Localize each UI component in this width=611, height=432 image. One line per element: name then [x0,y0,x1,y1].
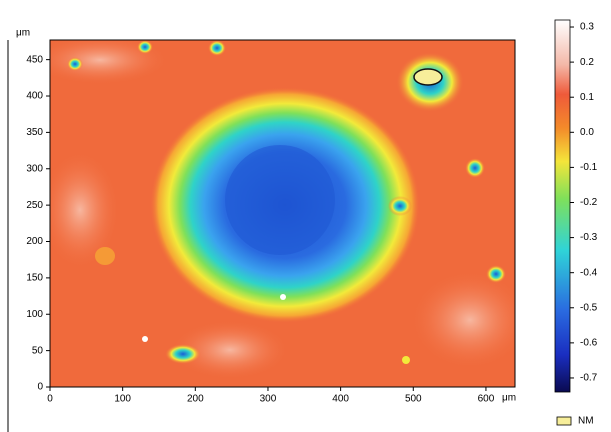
x-tick-label: 300 [260,394,277,405]
x-tick-label: 100 [114,394,131,405]
y-tick-label: 350 [26,127,43,138]
surface-map [50,40,515,387]
x-tick-label: 500 [405,394,422,405]
x-tick-label: 400 [332,394,349,405]
colorbar-tick-label: -0.6 [580,338,598,349]
colorbar-tick-label: -0.5 [580,302,598,313]
y-tick-label: 200 [26,236,43,247]
y-tick-label: 100 [26,309,43,320]
y-tick-label: 400 [26,91,43,102]
y-tick-label: 50 [32,345,44,356]
y-tick-label: 300 [26,163,43,174]
x-unit: μm [502,393,516,404]
y-tick-label: 250 [26,200,43,211]
plot-frame [49,39,516,388]
legend-label: NM [578,416,594,427]
x-tick-label: 200 [187,394,204,405]
colorbar-tick-label: -0.1 [580,162,598,173]
legend-swatch [556,416,572,426]
colorbar-tick-label: -0.3 [580,232,598,243]
y-unit: μm [16,28,30,39]
colorbar-tick-label: 0.2 [580,57,594,68]
colorbar-tick-label: -0.7 [580,373,598,384]
x-tick-label: 0 [47,394,53,405]
colorbar-tick-label: 0.0 [580,127,594,138]
colorbar [554,19,571,393]
y-tick-label: 450 [26,54,43,65]
colorbar-tick-label: -0.2 [580,197,598,208]
colorbar-tick-label: -0.4 [580,267,598,278]
y-tick-label: 0 [37,382,43,393]
colorbar-tick-label: 0.1 [580,92,594,103]
colorbar-tick-label: 0.3 [580,22,594,33]
y-tick-label: 150 [26,273,43,284]
x-tick-label: 600 [478,394,495,405]
